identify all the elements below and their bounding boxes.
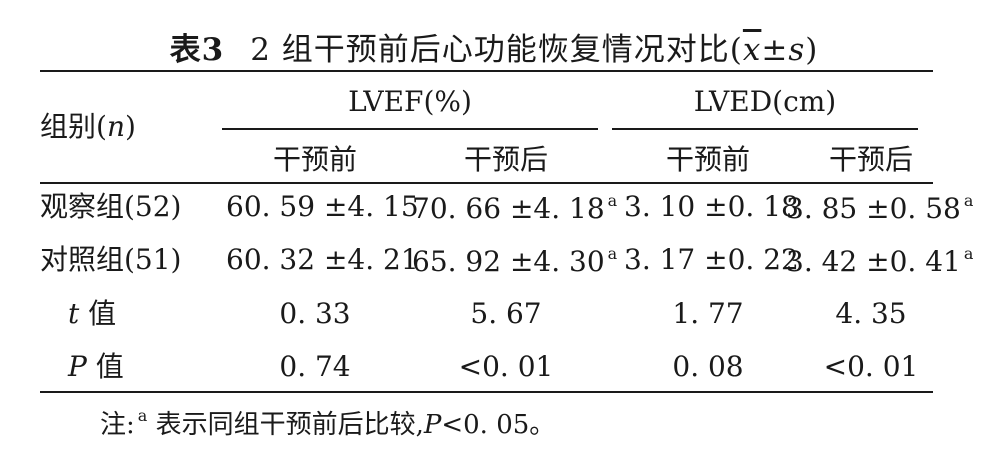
cell-value: 65. 92 ±4. 30	[412, 245, 605, 278]
table-cell: 60. 32 ±4. 21	[226, 246, 419, 274]
row-label-control: 对照组(51)	[40, 243, 182, 276]
lved-before-header: 干预前	[665, 143, 750, 176]
significance-mark: a	[963, 244, 974, 263]
significance-mark: a	[963, 191, 974, 210]
table-cell: 3. 85 ±0. 58 a	[786, 192, 973, 225]
note-mark: a	[137, 406, 148, 425]
table-cell: 0. 33	[279, 297, 351, 330]
group-label: 组别	[40, 110, 97, 143]
table-caption: 2 组干预前后心功能恢复情况对比	[250, 32, 730, 68]
cell-value: 3. 10 ±0. 18	[624, 190, 799, 223]
cell-value: 3. 42 ±0. 41	[786, 245, 961, 278]
value-label: 值	[95, 350, 124, 383]
lvef-before-header: 干预前	[272, 143, 357, 176]
table-cell: 65. 92 ±4. 30 a	[412, 245, 617, 278]
cell-value: 3. 17 ±0. 22	[624, 243, 799, 276]
significance-mark: a	[607, 244, 618, 263]
table-cell: 5. 67	[470, 297, 542, 330]
lved-underline	[612, 128, 918, 130]
row-label-t: t 值	[68, 300, 116, 328]
cell-value: 3. 85 ±0. 58	[786, 192, 961, 225]
note-p-symbol: P	[423, 410, 442, 440]
table-number: 表3	[169, 32, 225, 68]
header-rule	[40, 182, 933, 184]
table-cell: <0. 01	[458, 350, 554, 383]
table-cell: 3. 10 ±0. 18	[624, 193, 799, 221]
t-symbol: t	[68, 297, 80, 330]
cell-value: 60. 59 ±4. 15	[226, 190, 419, 223]
mean-symbol: x	[742, 32, 762, 68]
note-threshold: <0. 05。	[441, 410, 556, 440]
n-label: n	[106, 110, 125, 143]
table-cell: 4. 35	[835, 297, 907, 330]
top-rule	[40, 70, 933, 72]
lved-after-header: 干预后	[828, 143, 913, 176]
cell-value: 60. 32 ±4. 21	[226, 243, 419, 276]
significance-mark: a	[607, 191, 618, 210]
cell-value: 70. 66 ±4. 18	[412, 192, 605, 225]
value-label: 值	[88, 297, 117, 330]
table-cell: 70. 66 ±4. 18 a	[412, 192, 617, 225]
p-symbol: P	[68, 350, 87, 383]
bottom-rule	[40, 391, 933, 393]
row-label-observation: 观察组(52)	[40, 190, 182, 223]
lvef-after-header: 干预后	[463, 143, 548, 176]
table-cell: <0. 01	[823, 350, 919, 383]
table-cell: 3. 17 ±0. 22	[624, 246, 799, 274]
stat-open: (	[729, 32, 743, 68]
table-cell: 0. 08	[672, 350, 744, 383]
row-label-p: P 值	[68, 353, 124, 381]
stat-close: )	[805, 32, 819, 68]
table-title: 表3 2 组干预前后心功能恢复情况对比(x±s)	[0, 24, 988, 69]
table-cell: 0. 74	[279, 350, 351, 383]
lvef-header: LVEF(%)	[348, 85, 472, 118]
table-cell: 1. 77	[672, 297, 744, 330]
sd-symbol: ±s	[761, 32, 806, 68]
group-column-header: 组别(n)	[40, 110, 136, 143]
table-footnote: 注: a 表示同组干预前后比较,P<0. 05。	[100, 406, 556, 440]
lved-header: LVED(cm)	[693, 85, 837, 118]
table-cell: 60. 59 ±4. 15	[226, 193, 419, 221]
table-cell: 3. 42 ±0. 41 a	[786, 245, 973, 278]
note-prefix: 注:	[100, 410, 135, 440]
note-text: 表示同组干预前后比较,	[155, 410, 424, 440]
lvef-underline	[222, 128, 598, 130]
